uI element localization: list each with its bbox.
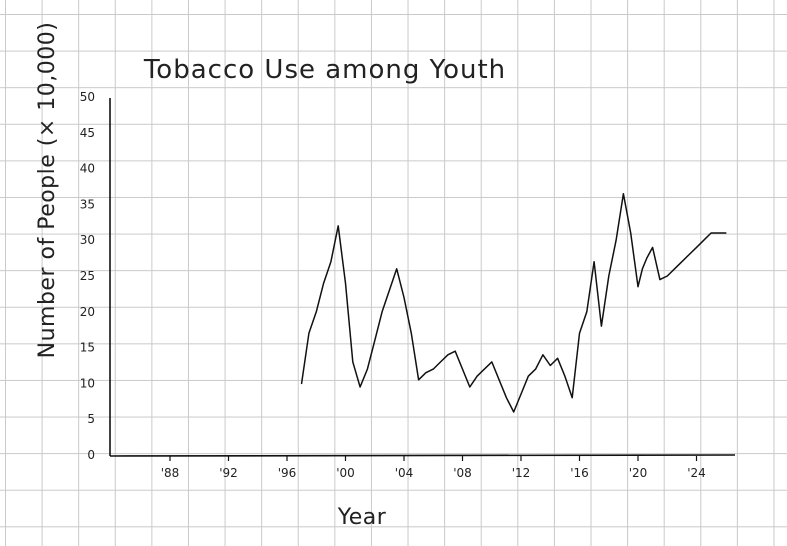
x-tick-label: '00: [336, 466, 355, 480]
y-tick-label: 0: [87, 448, 95, 462]
x-axis-label: Year: [337, 505, 387, 530]
y-tick-label: 20: [80, 305, 95, 319]
x-tick-label: '96: [278, 466, 297, 480]
chart-title: Tobacco Use among Youth: [143, 55, 506, 85]
x-tick-label: '08: [453, 466, 472, 480]
y-axis-label: Number of People (× 10,000): [35, 22, 60, 359]
x-tick-label: '12: [512, 466, 531, 480]
y-tick-label: 5: [87, 412, 95, 426]
x-tick-label: '20: [629, 466, 648, 480]
y-tick-label: 10: [80, 376, 95, 390]
x-tick-label: '92: [219, 466, 238, 480]
y-tick-label: 30: [80, 233, 95, 247]
series-line: [300, 192, 727, 413]
y-tick-label: 45: [80, 126, 95, 140]
x-tick-label: '24: [687, 466, 706, 480]
y-tick-label: 15: [80, 341, 95, 355]
y-tick-label: 35: [80, 197, 95, 211]
x-tick-label: '04: [395, 466, 414, 480]
y-tick-label: 40: [80, 162, 95, 176]
x-axis: [109, 454, 736, 457]
y-tick-label: 50: [80, 90, 95, 104]
x-tick-label: '88: [161, 466, 180, 480]
x-tick-label: '16: [570, 466, 589, 480]
y-tick-label: 25: [80, 269, 95, 283]
x-tick-group: '88 '92 '96 '00 '04 '08 '12 '16 '20 '24: [161, 456, 706, 480]
y-tick-group: 0 5 10 15 20 25 30 35 40 45 50: [80, 90, 95, 462]
